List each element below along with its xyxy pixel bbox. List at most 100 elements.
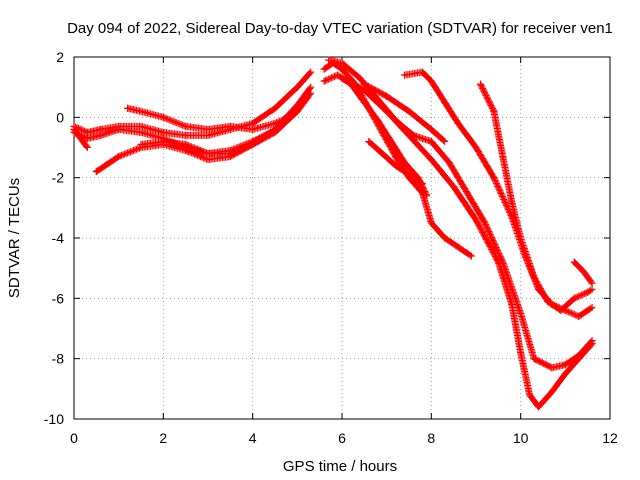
data-point bbox=[548, 388, 556, 396]
data-point bbox=[97, 131, 105, 139]
data-point bbox=[548, 364, 556, 372]
data-point bbox=[441, 234, 449, 242]
data-point bbox=[494, 258, 502, 266]
data-point bbox=[472, 216, 480, 224]
series-track-6 bbox=[137, 128, 275, 158]
data-point bbox=[401, 71, 409, 79]
data-point bbox=[249, 137, 257, 145]
data-point bbox=[405, 107, 413, 115]
data-point bbox=[418, 68, 426, 76]
data-point bbox=[383, 107, 391, 115]
y-tick-label: 0 bbox=[56, 109, 64, 125]
axis-ticks: 0 2 4 6 8 10 12 -10 -8 -6 -4 -2 0 2 bbox=[44, 49, 618, 446]
data-point bbox=[226, 122, 234, 130]
data-point bbox=[204, 156, 212, 164]
data-point bbox=[284, 113, 292, 121]
data-point bbox=[543, 297, 551, 305]
data-point bbox=[530, 355, 538, 363]
data-point bbox=[468, 252, 476, 260]
series-track-15 bbox=[570, 258, 596, 287]
data-point bbox=[182, 122, 190, 130]
x-tick-label: 6 bbox=[338, 430, 346, 446]
data-point bbox=[271, 119, 279, 127]
data-point bbox=[137, 122, 145, 130]
series-track-11 bbox=[338, 74, 596, 411]
data-point bbox=[584, 288, 592, 296]
data-point bbox=[517, 349, 525, 357]
data-point bbox=[374, 116, 382, 124]
data-point bbox=[307, 68, 315, 76]
data-point bbox=[204, 125, 212, 133]
series-track-9 bbox=[365, 137, 426, 188]
data-point bbox=[445, 159, 453, 167]
data-point bbox=[360, 98, 368, 106]
data-point bbox=[387, 137, 395, 145]
y-tick-label: -8 bbox=[52, 351, 65, 367]
data-point bbox=[92, 168, 100, 176]
data-point bbox=[561, 370, 569, 378]
data-point bbox=[378, 150, 386, 158]
data-point bbox=[405, 171, 413, 179]
data-point bbox=[226, 153, 234, 161]
data-point bbox=[115, 125, 123, 133]
series-track-14 bbox=[476, 80, 596, 314]
data-point bbox=[472, 144, 480, 151]
series-track-3 bbox=[70, 125, 91, 151]
data-point bbox=[338, 65, 346, 73]
data-point bbox=[427, 77, 435, 85]
data-point bbox=[356, 74, 364, 82]
data-point bbox=[249, 125, 257, 133]
data-point bbox=[499, 153, 507, 161]
y-axis-label: SDTVAR / TECUs bbox=[6, 178, 23, 298]
data-point bbox=[427, 219, 435, 227]
data-point bbox=[320, 65, 328, 73]
series-track-5 bbox=[124, 104, 292, 133]
data-point bbox=[508, 198, 516, 206]
data-point bbox=[124, 104, 132, 112]
data-point bbox=[535, 403, 543, 411]
data-point bbox=[325, 56, 333, 64]
data-point bbox=[427, 125, 435, 133]
data-point bbox=[441, 137, 449, 145]
data-point bbox=[423, 192, 431, 200]
data-point bbox=[476, 80, 484, 88]
data-point bbox=[204, 131, 212, 139]
data-point bbox=[307, 89, 315, 97]
data-point bbox=[490, 107, 498, 115]
data-series bbox=[70, 56, 596, 411]
data-point bbox=[570, 294, 578, 302]
data-point bbox=[508, 300, 516, 308]
data-point bbox=[517, 234, 525, 242]
data-point bbox=[360, 80, 368, 88]
data-point bbox=[360, 86, 368, 94]
data-point bbox=[450, 183, 458, 191]
data-point bbox=[392, 162, 400, 170]
data-point bbox=[427, 137, 435, 145]
data-point bbox=[293, 107, 301, 115]
y-tick-label: -2 bbox=[52, 170, 65, 186]
data-point bbox=[517, 309, 525, 317]
data-point bbox=[526, 391, 534, 399]
data-point bbox=[427, 156, 435, 164]
data-point bbox=[557, 306, 565, 314]
data-point bbox=[204, 150, 212, 158]
data-point bbox=[441, 98, 449, 106]
x-tick-label: 12 bbox=[602, 430, 618, 446]
x-tick-label: 8 bbox=[427, 430, 435, 446]
data-point bbox=[570, 258, 578, 266]
data-point bbox=[454, 243, 462, 251]
series-track-12 bbox=[360, 80, 449, 145]
data-point bbox=[293, 83, 301, 91]
data-point bbox=[575, 312, 583, 320]
data-point bbox=[267, 128, 275, 136]
data-point bbox=[463, 189, 471, 197]
data-point bbox=[338, 74, 346, 82]
data-point bbox=[588, 340, 596, 348]
data-point bbox=[83, 128, 91, 136]
data-point bbox=[490, 174, 498, 182]
data-point bbox=[401, 159, 409, 167]
data-point bbox=[83, 144, 91, 151]
data-point bbox=[159, 113, 167, 121]
data-point bbox=[83, 134, 91, 142]
